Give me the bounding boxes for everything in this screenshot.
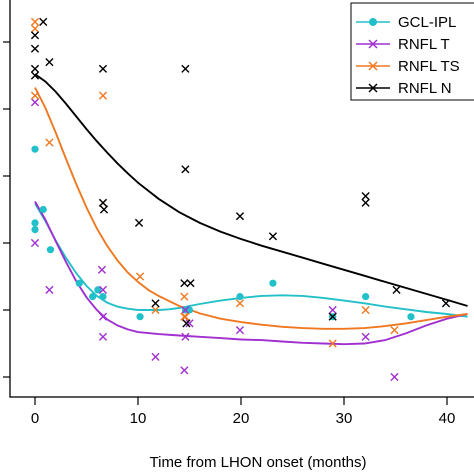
point-rnfl-ts-13 (361, 305, 370, 315)
point-rnfl-n-8 (99, 205, 109, 214)
point-rnfl-n-12 (181, 165, 190, 174)
point-rnfl-t-6 (98, 312, 108, 321)
legend-marker-gcl-ipl (369, 18, 377, 26)
point-rnfl-ts-1 (30, 24, 40, 33)
point-rnfl-n-5 (45, 58, 54, 67)
point-rnfl-ts-9 (180, 292, 189, 301)
point-rnfl-n-9 (134, 218, 144, 227)
point-rnfl-n-18 (328, 312, 337, 321)
point-rnfl-ts-0 (30, 17, 40, 26)
x-tick-label-30: 30 (336, 410, 353, 427)
point-rnfl-n-10 (151, 299, 160, 308)
point-gcl-ipl-4 (46, 246, 55, 254)
point-rnfl-n-21 (392, 285, 401, 294)
point-rnfl-t-7 (151, 352, 160, 361)
y-axis (3, 41, 10, 378)
point-rnfl-n-14 (182, 319, 191, 328)
x-tick-label-0: 0 (31, 410, 39, 427)
point-gcl-ipl-2 (31, 226, 39, 234)
x-axis: 0 10 20 30 40 (31, 397, 456, 427)
point-rnfl-t-1 (30, 238, 40, 248)
point-rnfl-t-14 (361, 332, 370, 341)
point-gcl-ipl-7 (94, 286, 102, 294)
legend-marker-rnfl-ts (368, 61, 378, 71)
point-rnfl-n-0 (30, 31, 40, 40)
point-rnfl-n-13 (181, 64, 190, 73)
x-axis-title: Time from LHON onset (months) (150, 454, 367, 471)
curve-rnfl-n (34, 73, 468, 307)
point-rnfl-n-11 (180, 279, 189, 288)
legend-label-rnfl-n: RNFL N (398, 80, 452, 97)
point-gcl-ipl-12 (236, 293, 244, 301)
point-rnfl-n-2 (30, 64, 40, 73)
point-rnfl-n-1 (30, 44, 40, 53)
x-tick-label-10: 10 (130, 410, 147, 427)
point-gcl-ipl-3 (39, 205, 47, 214)
legend-label-rnfl-t: RNFL T (398, 36, 450, 53)
plot-frame (9, 0, 474, 398)
point-rnfl-t-5 (98, 332, 108, 341)
curve-gcl-ipl (34, 203, 468, 318)
legend-marker-rnfl-t (368, 39, 378, 49)
point-gcl-ipl-5 (75, 279, 83, 287)
point-rnfl-ts-6 (135, 272, 145, 281)
point-rnfl-t-12 (235, 326, 245, 335)
point-gcl-ipl-16 (407, 313, 415, 321)
point-rnfl-n-3 (30, 71, 40, 80)
point-rnfl-n-7 (98, 64, 108, 73)
legend: GCL-IPL RNFL T RNFL TS RNFL N (350, 2, 474, 101)
point-gcl-ipl-0 (31, 145, 39, 153)
point-rnfl-t-3 (97, 265, 107, 274)
point-rnfl-ts-12 (328, 339, 337, 348)
point-gcl-ipl-8 (99, 293, 107, 301)
point-rnfl-n-22 (441, 299, 451, 308)
x-tick-label-20: 20 (233, 410, 250, 427)
point-rnfl-t-0 (30, 98, 40, 107)
point-rnfl-t-15 (390, 372, 399, 382)
point-rnfl-t-13 (328, 305, 337, 315)
legend-label-gcl-ipl: GCL-IPL (398, 14, 456, 31)
point-rnfl-t-9 (181, 305, 190, 315)
data-points (30, 17, 451, 382)
legend-label-rnfl-ts: RNFL TS (398, 58, 460, 75)
point-rnfl-ts-10 (181, 312, 190, 321)
x-tick-label-40: 40 (439, 410, 456, 427)
point-gcl-ipl-15 (362, 293, 370, 301)
point-rnfl-n-19 (361, 192, 370, 201)
point-rnfl-n-20 (361, 198, 370, 207)
point-rnfl-t-8 (180, 366, 189, 375)
point-rnfl-ts-14 (390, 326, 399, 335)
point-rnfl-ts-8 (180, 312, 189, 321)
point-gcl-ipl-13 (269, 279, 277, 287)
point-rnfl-ts-7 (151, 305, 160, 315)
point-rnfl-n-17 (268, 232, 278, 241)
point-rnfl-n-4 (39, 17, 48, 26)
point-rnfl-t-4 (98, 285, 108, 294)
point-rnfl-ts-3 (45, 138, 54, 147)
legend-marker-rnfl-n (368, 83, 378, 93)
point-rnfl-ts-11 (235, 299, 245, 308)
point-rnfl-n-6 (98, 198, 108, 207)
point-gcl-ipl-6 (89, 293, 97, 301)
point-rnfl-n-16 (235, 212, 245, 221)
fitted-curves (34, 73, 468, 346)
point-rnfl-t-2 (45, 285, 54, 294)
point-rnfl-n-15 (186, 279, 195, 288)
point-gcl-ipl-1 (31, 219, 39, 227)
point-rnfl-ts-2 (30, 91, 40, 100)
point-gcl-ipl-9 (136, 313, 144, 321)
point-rnfl-ts-5 (98, 91, 108, 100)
point-rnfl-t-11 (185, 319, 194, 328)
point-rnfl-t-10 (181, 332, 190, 341)
